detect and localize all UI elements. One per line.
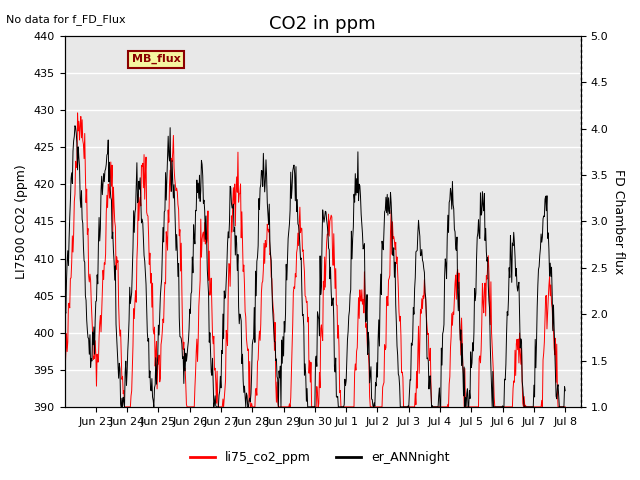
Y-axis label: FD Chamber flux: FD Chamber flux <box>612 169 625 274</box>
Title: CO2 in ppm: CO2 in ppm <box>269 15 376 33</box>
Text: No data for f_FD_Flux: No data for f_FD_Flux <box>6 14 126 25</box>
Text: MB_flux: MB_flux <box>132 54 180 64</box>
Legend: li75_co2_ppm, er_ANNnight: li75_co2_ppm, er_ANNnight <box>186 446 454 469</box>
Y-axis label: LI7500 CO2 (ppm): LI7500 CO2 (ppm) <box>15 164 28 279</box>
